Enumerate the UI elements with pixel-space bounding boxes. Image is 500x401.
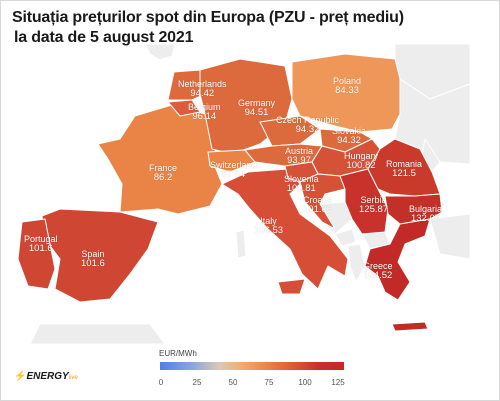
europe-map (17, 44, 471, 344)
legend-tick-0: 0 (158, 378, 164, 387)
country-greece (364, 218, 431, 301)
label-romania-name: Romania (386, 159, 423, 169)
country-bulgaria (384, 193, 443, 225)
country-crete (391, 321, 429, 332)
logo-text: ENERGY (26, 371, 69, 382)
region-africa (29, 323, 166, 344)
label-slovakia-name: Slovakia (332, 126, 367, 136)
label-bulgaria-name: Bulgaria (409, 204, 443, 214)
label-switzerland-name: Switzerland (210, 160, 257, 170)
label-greece-name: Greece (363, 261, 393, 271)
region-montenegro (334, 228, 357, 247)
label-greece: Greece 164.52 (363, 261, 393, 281)
label-spain-name: Spain (81, 249, 105, 259)
legend-tick-125: 125 (331, 378, 345, 387)
label-italy-name: Italy (260, 216, 277, 226)
legend-tick-75: 75 (264, 378, 274, 387)
label-czech-value: 94.32 (295, 124, 320, 135)
label-slovenia: Slovenia 100.81 (284, 174, 319, 194)
legend-color-scale (160, 362, 344, 370)
label-austria: Austria 93.97 (285, 146, 313, 166)
label-spain-value: 101.6 (81, 258, 105, 269)
label-italy: Italy 106.53 (254, 216, 283, 236)
label-portugal-value: 101.6 (28, 243, 53, 254)
label-czech: Czech Republic 94.32 (276, 115, 339, 135)
label-hungary-value: 100.82 (346, 160, 376, 171)
legend-tick-100: 100 (298, 378, 312, 387)
legend-title: EUR/MWh (159, 349, 197, 358)
country-sicily (277, 278, 306, 295)
label-hungary: Hungary 100.82 (344, 151, 378, 171)
label-serbia-value: 125.87 (359, 204, 389, 215)
label-germany: Germany 94.51 (238, 98, 275, 118)
label-netherlands-value: 94.42 (190, 88, 215, 99)
label-switzerland-value: 87.54 (221, 169, 246, 180)
region-uk (144, 44, 176, 61)
label-austria-value: 93.97 (287, 155, 311, 166)
label-germany-value: 94.51 (244, 107, 269, 118)
country-czech (259, 115, 321, 147)
title-line-1: Situația prețurilor spot din Europa (PZU… (12, 9, 404, 26)
label-france-name: France (149, 163, 178, 173)
label-czech-name: Czech Republic (276, 115, 340, 125)
label-croatia: Croatia 101.06 (303, 195, 332, 215)
label-croatia-name: Croatia (303, 195, 333, 205)
map-title: Situația prețurilor spot din Europa (PZU… (12, 8, 404, 48)
country-belgium (167, 99, 201, 117)
legend-tick-50: 50 (228, 378, 238, 387)
label-spain: Spain 101.6 (81, 249, 105, 269)
label-croatia-value: 101.06 (303, 204, 333, 215)
label-poland-value: 84.33 (335, 85, 359, 96)
label-greece-value: 164.52 (363, 270, 393, 281)
label-serbia: Serbia 125.87 (359, 195, 388, 215)
label-slovenia-value: 100.81 (286, 183, 316, 194)
label-bulgaria-value: 132.07 (410, 213, 441, 224)
country-portugal (17, 218, 56, 290)
region-turkey (429, 213, 471, 260)
label-portugal-name: Portugal (24, 234, 58, 244)
country-switzerland (207, 149, 256, 173)
logo-suffix: live (68, 375, 78, 381)
label-portugal: Portugal 101.6 (24, 234, 58, 254)
label-bulgaria: Bulgaria 132.07 (409, 204, 442, 224)
label-slovenia-name: Slovenia (284, 174, 319, 184)
bolt-icon: ⚡ (14, 371, 27, 382)
label-austria-name: Austria (285, 146, 314, 156)
label-poland-name: Poland (333, 76, 362, 86)
legend-tick-25: 25 (192, 378, 202, 387)
country-netherlands (167, 69, 206, 101)
label-slovakia: Slovakia 94.32 (332, 126, 366, 146)
label-serbia-name: Serbia (360, 195, 387, 205)
label-belgium: Belgium 96.14 (188, 102, 221, 122)
label-romania: Romania 121.5 (386, 159, 422, 179)
label-poland: Poland 84.33 (333, 76, 361, 96)
label-france: France 86.2 (149, 163, 177, 183)
label-romania-value: 121.5 (392, 168, 416, 179)
label-hungary-name: Hungary (344, 151, 379, 161)
label-netherlands: Netherlands 94.42 (178, 79, 227, 99)
country-croatia (299, 173, 346, 230)
energy-live-logo: ⚡ENERGYlive (14, 371, 78, 382)
region-sardinia-corsica (235, 229, 247, 259)
label-france-value: 86.2 (153, 172, 173, 183)
label-italy-value: 106.53 (254, 225, 284, 236)
region-albania (347, 243, 366, 283)
country-romania (367, 138, 441, 197)
label-germany-name: Germany (238, 98, 276, 108)
label-belgium-name: Belgium (188, 102, 221, 112)
label-netherlands-name: Netherlands (178, 79, 227, 89)
country-poland (291, 53, 401, 133)
title-line-2: la data de 5 august 2021 (14, 29, 194, 46)
label-belgium-value: 96.14 (192, 111, 217, 122)
label-switzerland: Switzerland 87.54 (210, 160, 257, 180)
label-slovakia-value: 94.32 (337, 135, 361, 146)
